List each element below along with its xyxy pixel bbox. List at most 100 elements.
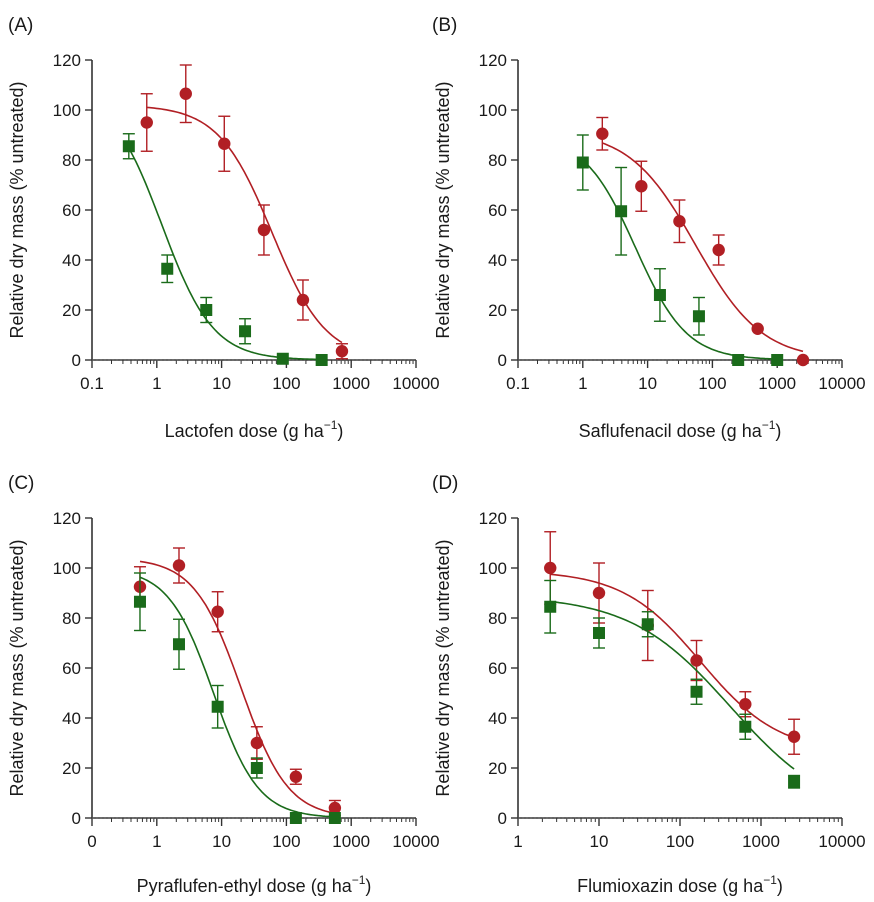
fitted-curve	[139, 560, 336, 815]
x-tick-label: 1	[513, 832, 522, 851]
y-tick-label: 120	[479, 509, 507, 528]
y-tick-label: 40	[488, 251, 507, 270]
y-tick-label: 40	[62, 709, 81, 728]
x-tick-label: 10000	[392, 832, 439, 851]
panel-letter: (B)	[432, 15, 457, 36]
data-point-circle	[172, 559, 186, 572]
data-point-square	[692, 310, 705, 323]
data-point-circle	[140, 116, 153, 129]
y-tick-label: 20	[488, 759, 507, 778]
y-tick-label: 0	[72, 351, 81, 370]
data-point-square	[576, 156, 589, 169]
data-point-square	[788, 775, 801, 788]
x-axis-title-superscript: −1	[352, 873, 366, 887]
y-tick-label: 20	[488, 301, 507, 320]
fitted-curve	[602, 142, 804, 353]
x-tick-label: 10	[212, 374, 231, 393]
data-point-square	[315, 354, 328, 366]
data-point-circle	[787, 730, 801, 743]
x-tick-label: 1000	[758, 374, 796, 393]
data-point-circle	[335, 345, 349, 358]
x-axis-title-close: )	[337, 421, 343, 441]
data-point-square	[328, 812, 341, 824]
y-tick-label: 100	[479, 101, 507, 120]
x-tick-label: 10000	[818, 374, 865, 393]
x-axis-title-main: Lactofen dose (g ha	[165, 421, 325, 441]
x-axis-title-main: Pyraflufen-ethyl dose (g ha	[137, 876, 353, 896]
data-point-square	[289, 812, 302, 824]
data-point-circle	[592, 586, 606, 600]
data-point-square	[544, 600, 557, 613]
x-axis-title-superscript: −1	[762, 418, 776, 432]
x-tick-label: 100	[698, 374, 726, 393]
data-point-square	[122, 140, 135, 153]
data-point-square	[211, 700, 224, 713]
data-point-square	[172, 638, 185, 651]
x-tick-label: 0	[87, 832, 96, 851]
y-tick-label: 60	[488, 201, 507, 220]
y-axis-title: Relative dry mass (% untreated)	[7, 81, 27, 338]
fitted-curve	[128, 147, 322, 361]
x-tick-label: 10	[590, 832, 609, 851]
y-tick-label: 0	[498, 351, 507, 370]
data-point-square	[161, 262, 174, 275]
fitted-curve	[582, 159, 778, 360]
data-point-circle	[739, 698, 752, 711]
x-axis-title-close: )	[777, 876, 783, 896]
y-tick-label: 40	[488, 709, 507, 728]
y-tick-label: 60	[62, 201, 81, 220]
data-point-circle	[751, 322, 764, 335]
data-point-circle	[218, 137, 231, 150]
x-tick-label: 1000	[332, 832, 370, 851]
x-tick-label: 1	[152, 832, 161, 851]
x-tick-label: 1	[152, 374, 161, 393]
data-point-circle	[635, 180, 648, 193]
data-point-square	[771, 354, 784, 366]
x-axis-title-close: )	[775, 421, 781, 441]
x-axis-title: Pyraflufen-ethyl dose (g ha−1)	[137, 873, 372, 896]
data-point-circle	[328, 801, 342, 815]
y-tick-label: 40	[62, 251, 81, 270]
y-tick-label: 80	[488, 609, 507, 628]
data-point-square	[200, 304, 213, 316]
x-tick-label: 100	[666, 832, 694, 851]
y-tick-label: 80	[62, 609, 81, 628]
chart-panel-1: (A) 0 20 40 60 80 100 120 0.1 1 10 100 1000 10000 Rela…	[7, 15, 440, 441]
x-tick-label: 10000	[818, 832, 865, 851]
y-tick-label: 100	[53, 101, 81, 120]
data-point-circle	[250, 736, 264, 750]
data-point-square	[641, 618, 654, 631]
data-point-circle	[257, 223, 271, 237]
x-tick-label: 1000	[332, 374, 370, 393]
data-point-circle	[796, 353, 810, 367]
y-tick-label: 120	[53, 509, 81, 528]
x-axis-title-main: Flumioxazin dose (g ha	[577, 876, 764, 896]
x-tick-label: 1	[578, 374, 587, 393]
data-point-square	[276, 352, 289, 365]
y-tick-label: 100	[479, 559, 507, 578]
data-point-circle	[296, 293, 310, 307]
x-tick-label: 100	[272, 832, 300, 851]
data-point-square	[690, 685, 703, 698]
data-point-circle	[211, 605, 224, 618]
data-point-square	[732, 354, 745, 366]
panel-letter: (C)	[8, 473, 34, 494]
data-point-circle	[544, 561, 557, 575]
y-axis-title: Relative dry mass (% untreated)	[433, 81, 453, 338]
data-point-circle	[289, 770, 303, 783]
fitted-curve	[146, 106, 343, 344]
y-axis-title: Relative dry mass (% untreated)	[7, 539, 27, 796]
x-tick-label: 10000	[392, 374, 439, 393]
data-point-square	[653, 289, 666, 301]
panel-letter: (D)	[432, 473, 458, 494]
data-point-circle	[712, 243, 725, 257]
x-axis-title-superscript: −1	[763, 873, 777, 887]
y-tick-label: 120	[53, 51, 81, 70]
chart-panel-3: (C) 0 20 40 60 80 100 120 0 1 10 100 1000 10000 Relati…	[7, 473, 440, 896]
data-point-square	[593, 627, 605, 639]
x-tick-label: 100	[272, 374, 300, 393]
y-tick-label: 80	[62, 151, 81, 170]
x-axis-title-superscript: −1	[324, 418, 338, 432]
